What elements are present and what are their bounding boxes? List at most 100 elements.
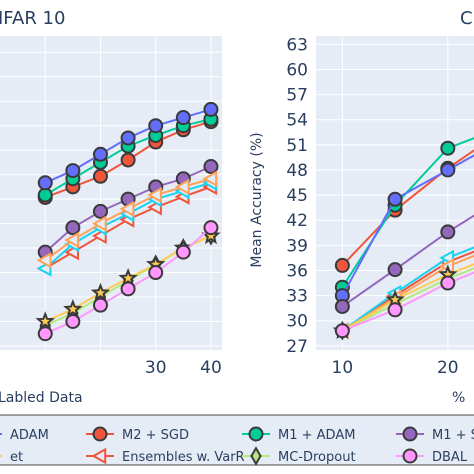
right-series-group — [332, 137, 474, 341]
left-data-point — [65, 313, 81, 329]
right-data-point — [440, 140, 456, 156]
right-data-point — [387, 191, 403, 207]
right-y-tick-label: 63 — [286, 35, 308, 55]
right-chart-title: C — [460, 8, 473, 29]
left-series-dbal — [37, 220, 219, 342]
left-data-point — [37, 187, 53, 203]
left-data-point — [175, 244, 191, 260]
left-series-m2-adam — [37, 101, 219, 191]
right-series-line — [341, 250, 474, 332]
left-data-point — [175, 110, 191, 126]
left-tick-labels: 30 40 — [145, 358, 222, 378]
left-x-axis-label: Labled Data — [0, 390, 83, 406]
legend-item: et — [0, 450, 23, 465]
left-data-point — [120, 152, 136, 168]
right-y-tick-label: 36 — [286, 261, 308, 281]
legend-label: M2 + SGD — [122, 428, 189, 443]
right-x-tick-label: 10 — [332, 358, 354, 378]
legend-item: M2 + SGD — [86, 426, 189, 443]
right-y-tick-label: 57 — [286, 86, 308, 106]
left-data-point — [92, 297, 108, 313]
legend-box — [0, 414, 474, 466]
left-x-tick-label: 30 — [145, 358, 167, 378]
right-series-m2-adam — [334, 154, 474, 304]
left-data-point — [148, 265, 164, 281]
right-x-axis-label: % — [452, 390, 465, 406]
left-data-point — [203, 101, 219, 117]
legend-marker — [250, 446, 262, 466]
legend-label: M1 + ADAM — [278, 428, 355, 443]
right-y-tick-label: 60 — [286, 60, 308, 80]
left-data-point — [37, 175, 53, 191]
right-series-line — [341, 267, 474, 332]
legend-item: ADAM — [0, 428, 49, 443]
left-chart-title: IFAR 10 — [0, 8, 65, 29]
legend-marker — [402, 426, 418, 442]
left-data-point — [92, 203, 108, 219]
left-data-point — [174, 178, 190, 196]
left-data-point — [64, 231, 80, 249]
left-data-point — [36, 252, 52, 269]
right-y-tick-label: 48 — [286, 161, 308, 181]
legend-marker — [248, 426, 264, 442]
left-data-point — [65, 220, 81, 236]
left-data-point — [37, 326, 53, 342]
right-data-point — [387, 302, 403, 318]
legend-label: DBAL — [432, 450, 468, 465]
left-data-point — [147, 186, 162, 204]
right-y-tick-label: 51 — [286, 136, 308, 156]
right-data-point — [334, 323, 350, 339]
right-y-tick-label: 27 — [286, 337, 308, 357]
legend-label: M1 + S — [432, 428, 474, 443]
right-series-line — [341, 246, 474, 332]
legend-marker — [91, 447, 107, 465]
right-series-dbal — [334, 271, 474, 339]
right-tick-labels: 10 20 27 30 33 36 39 42 45 48 51 54 57 60 63 — [286, 35, 458, 378]
right-data-point — [334, 257, 350, 273]
legend-item: M1 + S — [396, 426, 474, 443]
left-data-point — [203, 220, 219, 236]
right-data-point — [387, 262, 403, 278]
right-y-tick-label: 39 — [286, 236, 308, 256]
left-data-point — [120, 281, 136, 297]
left-data-point — [120, 130, 136, 146]
legend: ADAM M2 + SGD M1 + ADAM M1 + S et Ensembles w… — [0, 414, 474, 466]
legend-item: DBAL — [396, 448, 468, 465]
right-series-line — [341, 271, 474, 332]
legend-label: et — [10, 450, 23, 465]
legend-item: MC-Dropout — [242, 446, 356, 466]
right-y-tick-label: 42 — [286, 211, 308, 231]
right-y-tick-label: 33 — [286, 287, 308, 307]
left-data-point — [148, 118, 164, 134]
legend-label: ADAM — [10, 428, 49, 443]
right-series-line — [341, 149, 474, 267]
left-x-tick-label: 40 — [200, 358, 222, 378]
left-data-point — [90, 282, 111, 302]
legend-item: Ensembles w. VarR — [86, 447, 245, 465]
left-series-group — [35, 101, 221, 342]
right-series-line — [341, 263, 474, 332]
right-series-line — [341, 214, 474, 308]
right-y-axis-label: Mean Accuracy (%) — [249, 132, 265, 267]
legend-label: Ensembles w. VarR — [122, 450, 245, 465]
left-series-ensembles-sub — [36, 170, 218, 269]
left-data-point — [92, 168, 108, 184]
legend-item: M1 + ADAM — [242, 426, 355, 443]
left-data-point — [91, 215, 107, 232]
right-series-line — [341, 154, 474, 297]
left-data-point — [92, 146, 108, 162]
right-x-tick-label: 20 — [437, 358, 459, 378]
left-data-point — [65, 163, 81, 179]
left-data-point — [202, 170, 218, 187]
legend-marker — [92, 426, 108, 442]
right-series-m1-sgd — [334, 214, 474, 314]
legend-label: MC-Dropout — [278, 450, 356, 465]
right-gridlines — [316, 36, 474, 350]
right-y-tick-label: 45 — [286, 186, 308, 206]
left-data-point — [35, 311, 55, 330]
right-y-tick-label: 54 — [286, 111, 308, 131]
left-data-point — [63, 299, 83, 318]
left-data-point — [203, 158, 219, 174]
right-data-point — [440, 224, 456, 240]
